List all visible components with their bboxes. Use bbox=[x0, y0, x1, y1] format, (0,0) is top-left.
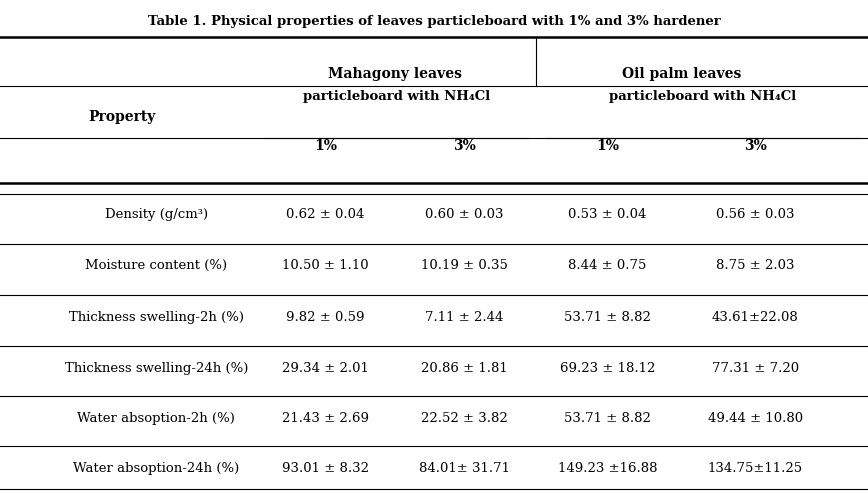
Text: 3%: 3% bbox=[744, 139, 766, 153]
Text: Water absoption-24h (%): Water absoption-24h (%) bbox=[73, 462, 240, 475]
Text: 69.23 ± 18.12: 69.23 ± 18.12 bbox=[560, 362, 655, 374]
Text: Density (g/cm³): Density (g/cm³) bbox=[105, 208, 207, 221]
Text: Property: Property bbox=[88, 110, 155, 124]
Text: Mahagony leaves: Mahagony leaves bbox=[328, 67, 462, 81]
Text: particleboard with NH₄Cl: particleboard with NH₄Cl bbox=[304, 90, 490, 103]
Text: Water absoption-2h (%): Water absoption-2h (%) bbox=[77, 412, 235, 425]
Text: 21.43 ± 2.69: 21.43 ± 2.69 bbox=[282, 412, 369, 425]
Text: particleboard with NH₄Cl: particleboard with NH₄Cl bbox=[609, 90, 797, 103]
Text: Table 1. Physical properties of leaves particleboard with 1% and 3% hardener: Table 1. Physical properties of leaves p… bbox=[148, 15, 720, 28]
Text: 22.52 ± 3.82: 22.52 ± 3.82 bbox=[421, 412, 508, 425]
Text: 149.23 ±16.88: 149.23 ±16.88 bbox=[558, 462, 657, 475]
Text: 3%: 3% bbox=[453, 139, 476, 153]
Text: 29.34 ± 2.01: 29.34 ± 2.01 bbox=[282, 362, 369, 374]
Text: 8.75 ± 2.03: 8.75 ± 2.03 bbox=[716, 259, 794, 272]
Text: 43.61±22.08: 43.61±22.08 bbox=[712, 311, 799, 324]
Text: 1%: 1% bbox=[314, 139, 337, 153]
Text: 7.11 ± 2.44: 7.11 ± 2.44 bbox=[425, 311, 503, 324]
Text: 9.82 ± 0.59: 9.82 ± 0.59 bbox=[286, 311, 365, 324]
Text: 53.71 ± 8.82: 53.71 ± 8.82 bbox=[564, 412, 651, 425]
Text: 53.71 ± 8.82: 53.71 ± 8.82 bbox=[564, 311, 651, 324]
Text: Thickness swelling-2h (%): Thickness swelling-2h (%) bbox=[69, 311, 244, 324]
Text: Moisture content (%): Moisture content (%) bbox=[85, 259, 227, 272]
Text: 84.01± 31.71: 84.01± 31.71 bbox=[419, 462, 510, 475]
Text: 93.01 ± 8.32: 93.01 ± 8.32 bbox=[282, 462, 369, 475]
Text: Thickness swelling-24h (%): Thickness swelling-24h (%) bbox=[64, 362, 248, 374]
Text: 0.60 ± 0.03: 0.60 ± 0.03 bbox=[425, 208, 503, 221]
Text: 1%: 1% bbox=[596, 139, 619, 153]
Text: 49.44 ± 10.80: 49.44 ± 10.80 bbox=[707, 412, 803, 425]
Text: 10.50 ± 1.10: 10.50 ± 1.10 bbox=[282, 259, 369, 272]
Text: 20.86 ± 1.81: 20.86 ± 1.81 bbox=[421, 362, 508, 374]
Text: 8.44 ± 0.75: 8.44 ± 0.75 bbox=[569, 259, 647, 272]
Text: 77.31 ± 7.20: 77.31 ± 7.20 bbox=[712, 362, 799, 374]
Text: 0.56 ± 0.03: 0.56 ± 0.03 bbox=[716, 208, 794, 221]
Text: 0.53 ± 0.04: 0.53 ± 0.04 bbox=[569, 208, 647, 221]
Text: 134.75±11.25: 134.75±11.25 bbox=[707, 462, 803, 475]
Text: 0.62 ± 0.04: 0.62 ± 0.04 bbox=[286, 208, 365, 221]
Text: 10.19 ± 0.35: 10.19 ± 0.35 bbox=[421, 259, 508, 272]
Text: Oil palm leaves: Oil palm leaves bbox=[621, 67, 741, 81]
